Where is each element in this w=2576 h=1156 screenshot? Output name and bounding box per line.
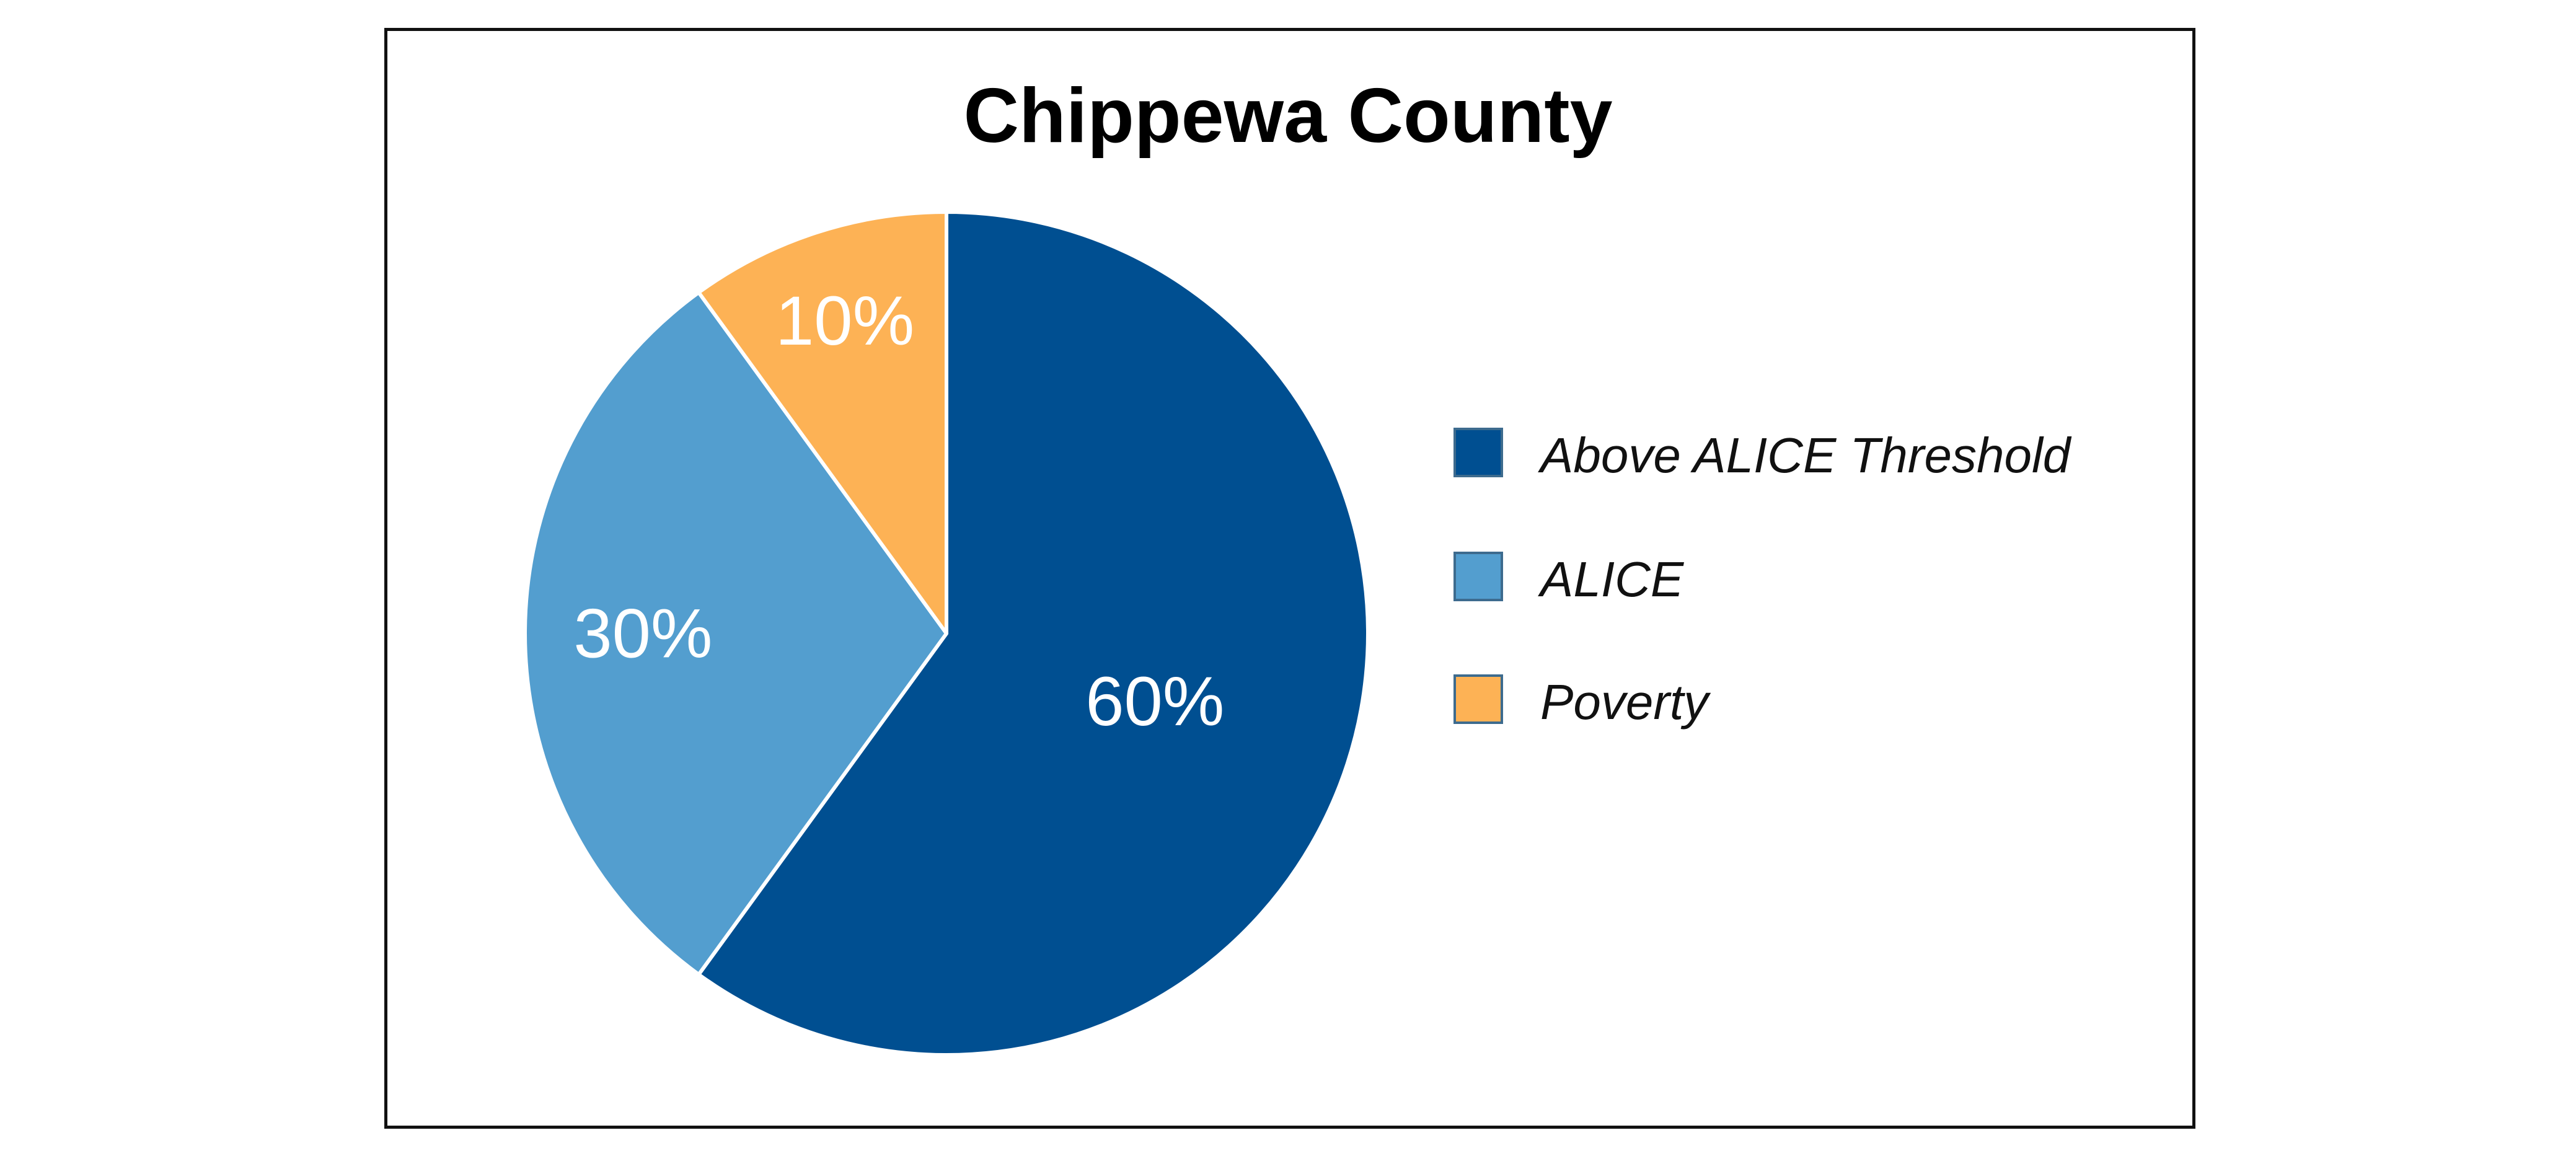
- pie-slice-alice: [523, 290, 948, 977]
- legend-swatch-poverty: [1453, 674, 1503, 724]
- legend-swatch-alice: [1453, 552, 1503, 601]
- pie-slice-poverty: [697, 210, 948, 635]
- chart-title: Chippewa County: [963, 73, 1613, 159]
- pie-label-above-alice-threshold: 60%: [1085, 663, 1224, 740]
- pie-label-poverty: 10%: [775, 282, 914, 360]
- pie-slice-above-alice-threshold: [697, 210, 1370, 1057]
- legend-swatch-above-alice-threshold: [1453, 428, 1503, 477]
- legend-label-poverty: Poverty: [1540, 674, 1709, 730]
- legend-label-above-alice-threshold: Above ALICE Threshold: [1540, 428, 2071, 483]
- legend-label-alice: ALICE: [1540, 552, 1684, 607]
- pie-label-alice: 30%: [573, 595, 712, 673]
